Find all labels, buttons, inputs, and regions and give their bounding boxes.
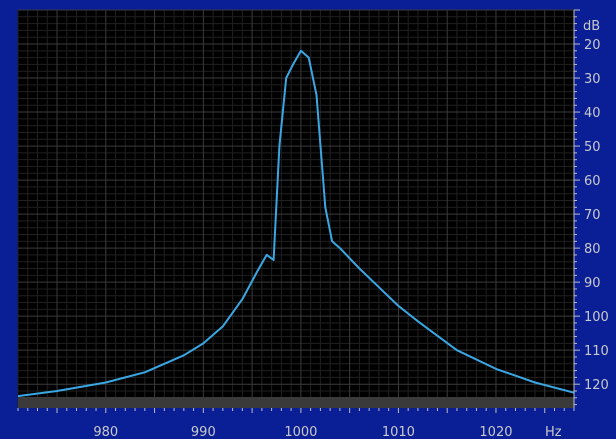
- y-tick-label: 20: [584, 38, 601, 53]
- y-tick-label: 120: [584, 378, 609, 393]
- y-tick-label: 40: [584, 106, 601, 121]
- series-group: [17, 49, 575, 398]
- x-tick-label: 1010: [382, 425, 415, 439]
- x-axis-unit-label: Hz: [545, 425, 562, 439]
- y-tick-label: 100: [584, 310, 609, 325]
- y-tick-label: 50: [584, 140, 601, 155]
- x-tick-label: 990: [191, 425, 216, 439]
- y-tick-label: 60: [584, 174, 601, 189]
- x-axis-ticks: 980 990 1000 1010 1020: [17, 408, 575, 439]
- y-tick-label: 80: [584, 242, 601, 257]
- x-tick-label: 1000: [284, 425, 317, 439]
- y-axis-ticks: 20 30 40 50 60 70 80 90 100 110 120: [574, 9, 609, 406]
- major-gridlines: [18, 9, 574, 408]
- x-tick-label: 980: [93, 425, 118, 439]
- bottom-floor-band: [18, 397, 574, 408]
- series-line: [17, 49, 575, 398]
- plot-area: [18, 10, 574, 408]
- y-tick-label: 70: [584, 208, 601, 223]
- x-tick-label: 1020: [479, 425, 512, 439]
- y-tick-label: 30: [584, 72, 601, 87]
- y-axis-unit-label: dB: [583, 19, 600, 34]
- minor-gridlines: [17, 10, 575, 408]
- y-tick-label: 90: [584, 276, 601, 291]
- y-tick-label: 110: [584, 344, 609, 359]
